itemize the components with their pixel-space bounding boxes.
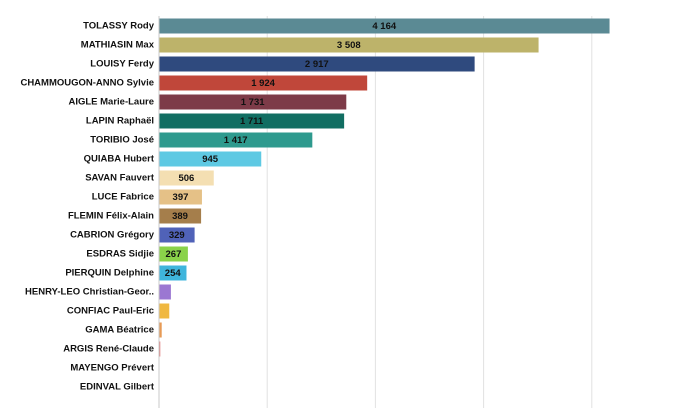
category-label: QUIABA Hubert	[84, 154, 155, 165]
bar	[159, 151, 262, 167]
data-label: 945	[202, 154, 219, 165]
bar	[159, 303, 170, 319]
data-label: 1 417	[224, 135, 248, 146]
bar	[159, 341, 161, 357]
bar	[159, 322, 162, 338]
data-label: 254	[165, 268, 182, 279]
bar	[159, 189, 202, 205]
category-label: LUCE Fabrice	[92, 192, 154, 203]
category-label: ARGIS René-Claude	[63, 344, 154, 355]
data-label: 1 924	[251, 78, 275, 89]
category-label: LAPIN Raphaël	[86, 116, 154, 127]
bars	[159, 18, 610, 357]
bar	[159, 18, 610, 34]
bar	[159, 113, 345, 129]
data-label: 389	[172, 211, 188, 222]
category-label: TOLASSY Rody	[83, 21, 155, 32]
bar	[159, 56, 475, 72]
bar	[159, 132, 313, 148]
category-labels: TOLASSY Rody MATHIASIN Max LOUISY Ferdy CHA…	[20, 21, 154, 393]
category-label: SAVAN Fauvert	[85, 173, 155, 184]
category-label: GAMA Béatrice	[85, 325, 154, 336]
bar	[159, 246, 188, 262]
grid-lines	[266, 16, 593, 408]
category-label: MAYENGO Prévert	[70, 363, 154, 374]
data-label: 506	[178, 173, 194, 184]
category-label: ESDRAS Sidjie	[86, 249, 154, 260]
data-label: 4 164	[372, 21, 396, 32]
data-label: 2 917	[305, 59, 329, 70]
bar	[159, 208, 202, 224]
data-label: 267	[166, 249, 182, 260]
data-label: 3 508	[337, 40, 361, 51]
category-label: MATHIASIN Max	[81, 40, 155, 51]
bar	[159, 75, 368, 91]
category-label: CABRION Grégory	[70, 230, 155, 241]
data-label: 1 711	[240, 116, 264, 127]
category-label: EDINVAL Gilbert	[80, 382, 155, 393]
bar	[159, 37, 539, 53]
category-label: CONFIAC Paul-Eric	[67, 306, 154, 317]
bar	[159, 94, 347, 110]
category-label: FLEMIN Félix-Alain	[68, 211, 154, 222]
category-label: CHAMMOUGON-ANNO Sylvie	[20, 78, 154, 89]
bar	[159, 284, 171, 300]
data-label: 329	[169, 230, 185, 241]
value-labels: 4 164 3 508 2 917 1 924 1 731 1 711 1 417 945 50…	[165, 21, 397, 279]
data-label: 397	[173, 192, 189, 203]
bar	[159, 170, 214, 186]
bar	[159, 265, 187, 281]
category-label: PIERQUIN Delphine	[65, 268, 154, 279]
bar	[159, 227, 195, 243]
category-label: AIGLE Marie-Laure	[68, 97, 154, 108]
category-label: HENRY-LEO Christian-Geor..	[25, 287, 154, 298]
data-label: 1 731	[241, 97, 265, 108]
category-label: TORIBIO José	[90, 135, 154, 146]
category-label: LOUISY Ferdy	[90, 59, 154, 70]
